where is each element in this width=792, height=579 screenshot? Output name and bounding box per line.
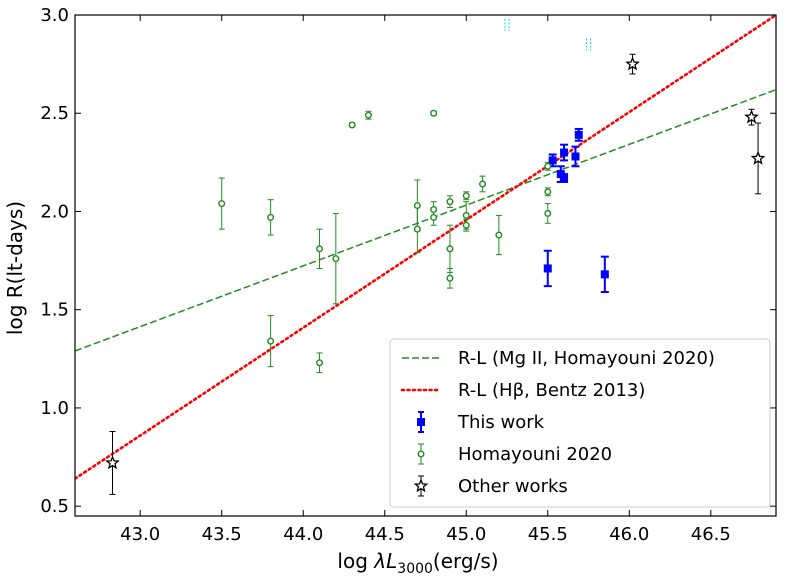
x-tick-label: 44.5 — [365, 524, 405, 545]
this-work-point — [571, 152, 580, 161]
fit-lines-group — [75, 15, 776, 480]
legend-label: This work — [457, 412, 545, 433]
homayouni-2020-point — [462, 192, 470, 200]
legend-item: Homayouni 2020 — [417, 443, 612, 465]
x-tick-label: 46.5 — [691, 524, 731, 545]
y-tick-label: 3.0 — [40, 5, 69, 26]
homayouni-2020-point — [544, 209, 552, 217]
x-tick-label: 43.0 — [120, 524, 160, 545]
legend-label: R-L (Hβ, Bentz 2013) — [458, 380, 645, 401]
legend-label: R-L (Mg II, Homayouni 2020) — [458, 348, 715, 369]
y-tick-label: 1.0 — [40, 398, 69, 419]
this-work-point — [543, 264, 552, 273]
this-work-point — [548, 156, 557, 165]
x-tick-label: 45.0 — [446, 524, 486, 545]
y-axis-label: log R(lt-days) — [3, 201, 27, 335]
homayouni-2020-point — [316, 359, 324, 367]
other-works-point — [744, 109, 759, 124]
offscale-mark — [504, 18, 510, 31]
legend-item: R-L (Hβ, Bentz 2013) — [400, 380, 645, 401]
homayouni-2020-point — [267, 213, 275, 221]
x-tick-label: 46.0 — [609, 524, 649, 545]
this-work-point — [574, 130, 583, 139]
homayouni-2020-point — [332, 255, 340, 263]
x-axis-label-L: L — [386, 549, 397, 573]
legend-item: Other works — [413, 475, 568, 497]
y-tick-label: 2.0 — [40, 201, 69, 222]
homayouni-2020-point — [446, 245, 454, 253]
other-works-point — [105, 455, 120, 470]
homayouni-2020-point — [218, 200, 226, 208]
homayouni-2020-point — [495, 231, 503, 239]
legend-box — [389, 338, 771, 508]
legend-label: Other works — [458, 476, 568, 497]
legend: R-L (Mg II, Homayouni 2020) R-L (Hβ, Bent… — [389, 338, 771, 508]
data-points-group — [105, 18, 766, 470]
homayouni-2020-point — [267, 337, 275, 345]
homayouni-2020-point — [364, 111, 372, 119]
plot-frame — [74, 14, 777, 517]
x-axis-label-suffix: (erg/s) — [433, 549, 499, 573]
other-works-point — [750, 150, 766, 165]
homayouni-2020-point — [446, 274, 454, 282]
mgii-fit-line — [75, 88, 776, 352]
homayouni-2020-point — [430, 213, 438, 221]
homayouni-2020-point — [462, 211, 470, 219]
x-tick-label: 44.0 — [283, 524, 323, 545]
y-tick-label: 2.5 — [40, 103, 69, 124]
homayouni-2020-point — [413, 225, 421, 233]
this-work-point — [560, 174, 569, 183]
x-axis-label: log λL3000(erg/s) — [337, 549, 498, 577]
homayouni-2020-point — [446, 198, 454, 206]
hbeta-fit-line — [75, 15, 776, 480]
this-work-point — [560, 148, 569, 157]
x-axis-label-prefix: log — [337, 549, 374, 573]
y-tick-label: 0.5 — [40, 496, 69, 517]
other-works-point — [625, 56, 640, 71]
homayouni-2020-point — [430, 206, 438, 214]
homayouni-2020-point — [462, 221, 470, 229]
y-tick-label: 1.5 — [40, 300, 69, 321]
legend-label: Homayouni 2020 — [458, 444, 612, 465]
homayouni-2020-point — [544, 188, 552, 196]
homayouni-2020-point — [430, 109, 438, 117]
axes-group: 43.0 43.5 44.0 44.5 45.0 45.5 46.0 46.5 0.5 1.0 1.… — [40, 5, 777, 545]
homayouni-2020-point — [316, 245, 324, 253]
x-tick-label: 45.5 — [528, 524, 568, 545]
homayouni-2020-point — [479, 180, 487, 188]
x-tick-label: 43.5 — [202, 524, 242, 545]
homayouni-2020-point — [348, 121, 356, 129]
legend-item: This work — [417, 411, 545, 433]
x-axis-label-lambda: λ — [373, 549, 386, 573]
legend-item: R-L (Mg II, Homayouni 2020) — [402, 348, 715, 369]
homayouni-2020-point — [544, 162, 552, 170]
homayouni-2020-point — [413, 202, 421, 210]
this-work-point — [600, 270, 609, 279]
x-axis-label-subscript: 3000 — [397, 561, 433, 577]
offscale-mark — [586, 38, 592, 51]
